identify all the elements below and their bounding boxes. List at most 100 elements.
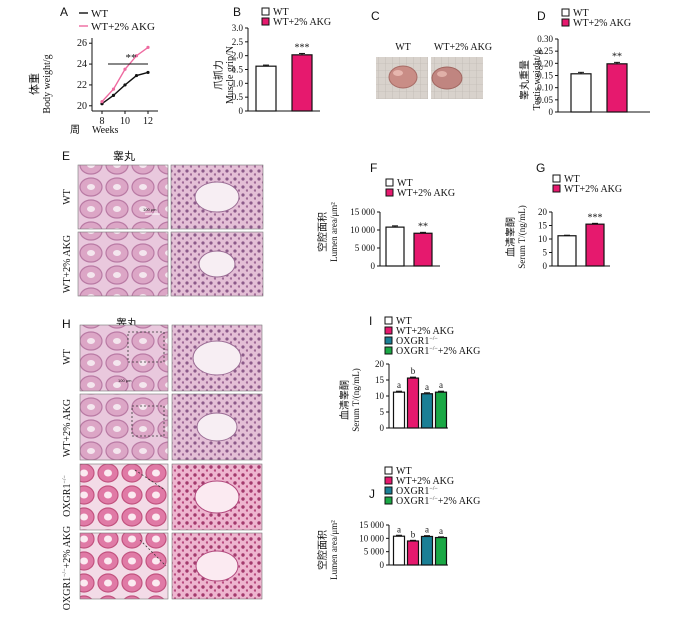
f-annotation: **: [418, 221, 428, 232]
legend-b-akg-swatch: [261, 17, 270, 26]
a-ytick-label: 24: [77, 59, 87, 70]
h-micrograph-oxgr1-low: [79, 463, 169, 531]
j-annotation: b: [411, 529, 416, 539]
f-ylabel-en: Lumen area/μm²: [329, 202, 339, 262]
b-ytick-label: 2.0: [232, 51, 244, 61]
h-inset-box-akg: [131, 405, 165, 437]
a-series-point: [123, 67, 127, 71]
j-ylabel-en: Lumen area/μm²: [329, 520, 339, 580]
e-lumen-akg: [198, 250, 236, 278]
j-ytick-label: 15 000: [359, 520, 384, 530]
d-ytick-label: 0.25: [537, 46, 553, 56]
panel-letter-h: H: [62, 317, 71, 331]
legend-i-oxgr1-akg-swatch: [384, 346, 393, 355]
d-ytick-label: 0.20: [537, 58, 553, 68]
i-annotation: a: [439, 380, 443, 390]
b-bar: [255, 65, 277, 112]
legend-j-oxgr1-swatch: [384, 486, 393, 495]
e-row-akg: WT+2% AKG: [62, 235, 73, 293]
photo-label-akg: WT+2% AKG: [434, 42, 492, 53]
j-ytick-label: 10 000: [359, 533, 384, 543]
legend-i-oxgr1-akg: OXGR1−/−+2% AKG: [396, 346, 480, 357]
panel-e: E 睾丸 WT WT+2% AKG 100 μm: [62, 149, 264, 297]
j-annotation: a: [397, 524, 401, 534]
panel-i: I WT WT+2% AKG OXGR1−/− OXGR1−/−+2% AKG …: [338, 314, 480, 433]
panel-a: A WT WT+2% AKG 体重 Body weight/g 20 22 24 26…: [27, 5, 158, 136]
d-ytick-label: 0.30: [537, 34, 553, 44]
j-ytick-label: 0: [380, 560, 385, 570]
b-bar: [291, 54, 313, 112]
h-lumen-oxgr1-akg: [195, 550, 239, 582]
e-title: 睾丸: [113, 149, 135, 163]
h-inset-box-wt: [127, 331, 165, 363]
legend-j-akg-swatch: [384, 476, 393, 485]
i-annotation: b: [411, 366, 416, 376]
legend-i-oxgr1-swatch: [384, 336, 393, 345]
b-ylabel-cn: 爪抓力: [212, 60, 225, 90]
i-ylabel-en: Serum T/(ng/mL): [351, 368, 361, 432]
i-ytick-label: 15: [375, 375, 385, 385]
g-annotation: ***: [588, 212, 603, 223]
a-series-point: [123, 83, 127, 87]
j-bar: [420, 535, 434, 566]
h-micrograph-wt-low: [79, 324, 169, 392]
a-series-point: [111, 93, 116, 97]
h-scale-label: 100 μm: [118, 378, 132, 383]
i-bar: [406, 377, 420, 429]
a-series-point: [146, 70, 150, 75]
h-lumen-oxgr1: [194, 480, 240, 514]
i-ytick-label: 20: [375, 359, 385, 369]
legend-j-oxgr1-akg-swatch: [384, 496, 393, 505]
f-ytick-label: 5 000: [355, 243, 376, 253]
j-annotation: a: [425, 525, 429, 535]
legend-f-akg: WT+2% AKG: [397, 188, 455, 199]
legend-d-akg: WT+2% AKG: [573, 18, 631, 29]
d-ytick-label: 0: [549, 107, 554, 117]
e-lumen-wt: [194, 181, 240, 213]
g-ytick-label: 10: [538, 234, 548, 244]
legend-a-wt: WT: [91, 8, 108, 20]
a-ytick-label: 26: [77, 38, 87, 49]
panel-letter-j: J: [369, 487, 375, 501]
panel-g: G WT WT+2% AKG 血清睾酮 Serum T/(ng/mL) 0 5 10…: [504, 161, 622, 271]
legend-i-akg: WT+2% AKG: [396, 326, 454, 337]
panel-letter-c: C: [371, 9, 380, 23]
panel-h: H 睾丸 WT WT+2% AKG OXGR1−/− OXGR1−/−+2% A…: [62, 316, 263, 610]
panel-c: C WT WT+2% AKG: [371, 9, 492, 99]
e-scale-label: 100 μm: [143, 207, 157, 212]
a-series-point: [111, 87, 116, 91]
panel-d: D WT WT+2% AKG 睾丸重量 Testis weight/g 0 0.0…: [518, 8, 650, 117]
a-series-point: [134, 73, 139, 78]
h-row-oxgr1-akg: OXGR1−/−+2% AKG: [62, 526, 73, 610]
panel-letter-a: A: [60, 5, 68, 19]
legend-i-oxgr1: OXGR1−/−: [396, 336, 438, 347]
legend-j-oxgr1-akg: OXGR1−/−+2% AKG: [396, 496, 480, 507]
h-row-oxgr1: OXGR1−/−: [62, 474, 73, 516]
legend-d-wt-swatch: [561, 8, 570, 17]
d-ylabel-cn: 睾丸重量: [518, 60, 531, 100]
panel-letter-f: F: [370, 161, 377, 175]
a-series-point: [100, 100, 104, 104]
e-row-wt: WT: [62, 189, 73, 205]
j-ytick-label: 5 000: [364, 547, 385, 557]
i-ytick-label: 5: [380, 407, 385, 417]
e-micrograph-wt-low: [77, 164, 169, 230]
panel-letter-b: B: [233, 5, 241, 19]
a-ytick-label: 22: [77, 80, 87, 91]
i-bar: [420, 393, 434, 429]
d-annotation: **: [612, 51, 622, 62]
b-ytick-label: 1.5: [232, 65, 244, 75]
f-ylabel-cn: 空腔面积: [316, 212, 329, 252]
legend-g-akg: WT+2% AKG: [564, 184, 622, 195]
panel-letter-g: G: [536, 161, 545, 175]
legend-a-akg: WT+2% AKG: [91, 21, 155, 33]
panel-j: J WT WT+2% AKG OXGR1−/− OXGR1−/−+2% AKG …: [316, 466, 480, 580]
g-ytick-label: 15: [538, 221, 548, 231]
i-annotation: a: [397, 380, 401, 390]
i-bar: [434, 391, 448, 429]
f-ytick-label: 10 000: [350, 225, 375, 235]
panel-f: F WT WT+2% AKG 空腔面积 Lumen area/μm² 0 5 00…: [316, 161, 455, 271]
legend-j-wt-swatch: [384, 466, 393, 475]
i-annotation: a: [425, 382, 429, 392]
h-micrograph-oxgr1-akg-low: [79, 532, 169, 600]
